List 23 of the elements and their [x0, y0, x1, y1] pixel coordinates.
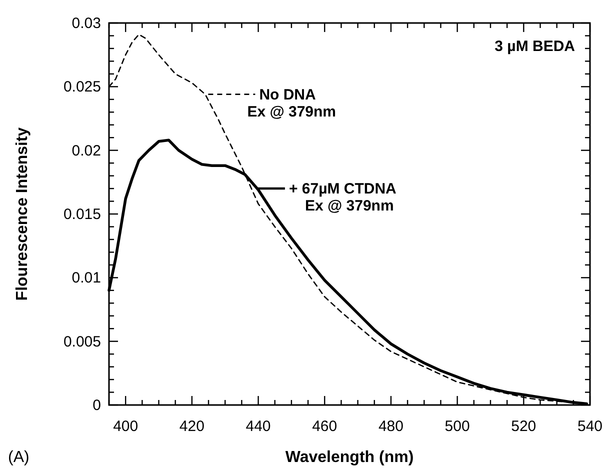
- y-tick-label: 0.015: [63, 206, 101, 223]
- x-tick-label: 520: [511, 418, 536, 435]
- x-tick-label: 440: [246, 418, 271, 435]
- y-tick-label: 0.025: [63, 78, 101, 96]
- text: (A): [8, 449, 30, 466]
- annotation: Ex @ 379nm: [304, 198, 394, 215]
- legend-label: + 67µM CTDNA: [288, 180, 397, 198]
- x-tick-label: 460: [312, 418, 338, 435]
- x-tick-label: 480: [378, 418, 404, 435]
- y-axis-title: Flourescence Intensity: [14, 127, 31, 301]
- annotation: Ex @ 379nm: [247, 103, 336, 120]
- y-tick-label: 0: [92, 397, 101, 414]
- x-tick-label: 400: [113, 418, 138, 435]
- x-axis-title: Wavelength (nm): [285, 449, 414, 466]
- y-tick-label: 0.005: [63, 333, 101, 350]
- y-tick-label: 0.02: [72, 142, 101, 160]
- x-tick-label: 420: [179, 418, 204, 435]
- x-tick-label: 500: [444, 418, 470, 435]
- y-tick-label: 0.03: [72, 15, 101, 32]
- y-tick-label: 0.01: [72, 270, 101, 287]
- x-tick-label: 540: [577, 418, 603, 435]
- legend-label: No DNA: [259, 86, 316, 104]
- annotation: 3 µM BEDA: [494, 38, 576, 55]
